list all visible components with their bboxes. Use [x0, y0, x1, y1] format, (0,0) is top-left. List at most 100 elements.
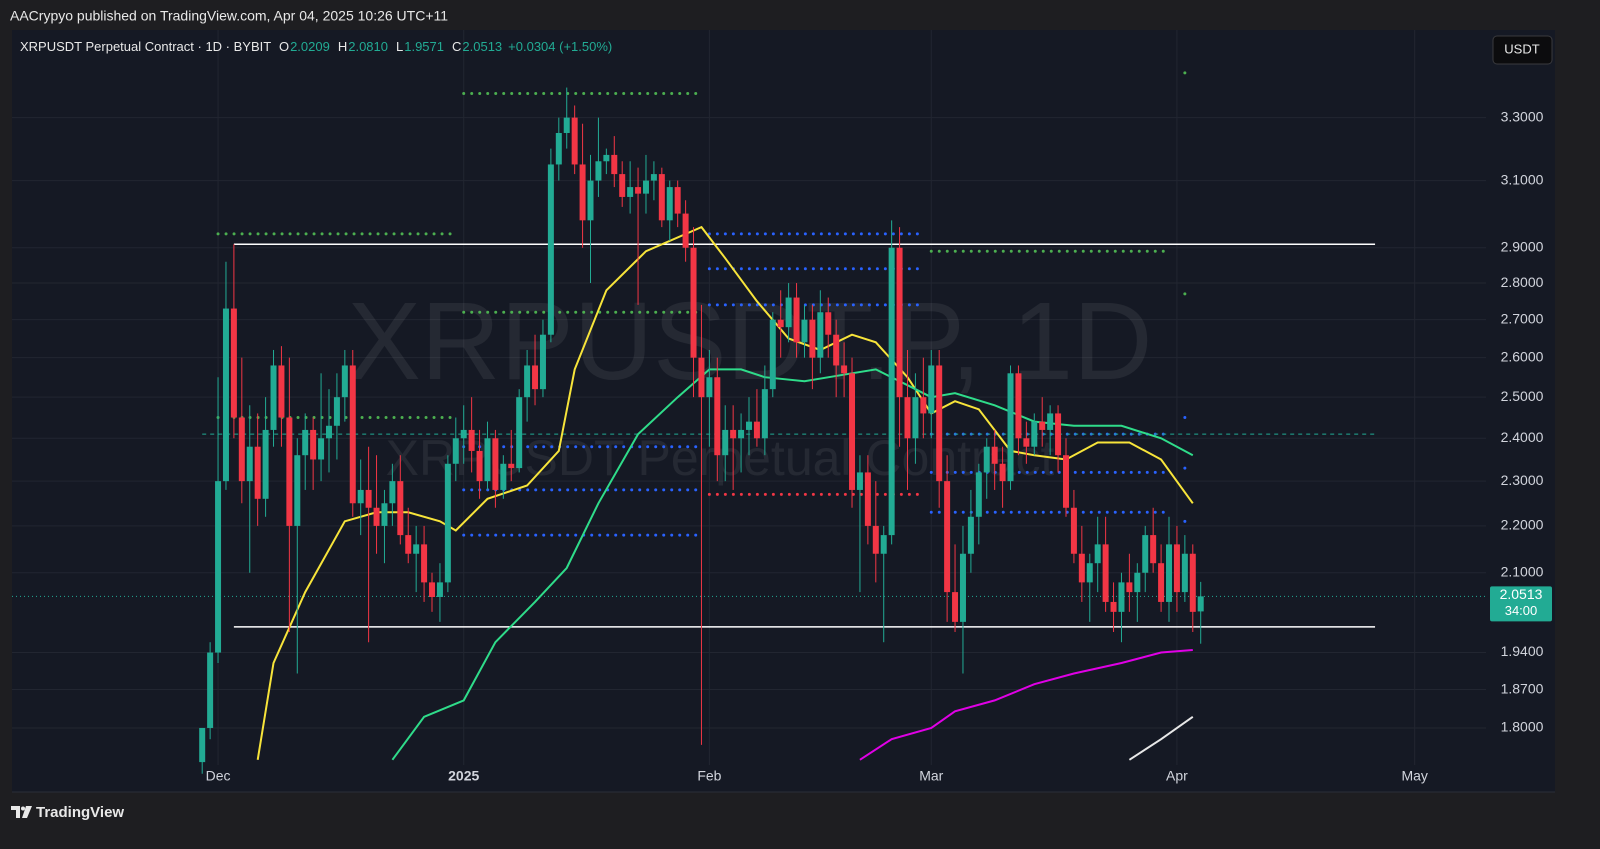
candle-body: [753, 421, 760, 439]
candle-body: [318, 438, 325, 460]
legend-value: 2.0810: [348, 39, 388, 54]
candle-body: [539, 334, 546, 390]
candle-body: [880, 535, 887, 554]
candle-body: [452, 438, 459, 464]
candle-body: [801, 319, 808, 343]
candle-body: [777, 319, 784, 328]
candle-body: [920, 397, 927, 414]
y-tick-label: 2.6000: [1501, 348, 1544, 364]
candle-body: [738, 429, 745, 439]
candle-body: [833, 334, 840, 366]
candle-body: [302, 429, 309, 456]
candle-body: [936, 365, 943, 482]
candle-body: [761, 389, 768, 439]
candle-body: [674, 187, 681, 214]
candle-body: [389, 481, 396, 504]
chart-pane: [12, 30, 1555, 792]
candle-body: [1118, 582, 1125, 612]
candle-body: [365, 489, 372, 508]
candle-body: [230, 308, 237, 418]
x-tick-label: Apr: [1166, 768, 1188, 784]
candle-body: [785, 297, 792, 328]
candle-body: [595, 161, 602, 181]
y-tick-label: 2.3000: [1501, 472, 1544, 488]
candle-body: [357, 489, 364, 504]
candle-body: [421, 544, 428, 583]
y-tick-label: 1.9400: [1501, 643, 1544, 659]
candle-body: [429, 582, 436, 598]
candle-body: [1173, 544, 1180, 593]
candle-body: [222, 308, 229, 482]
candle-body: [928, 365, 935, 414]
axes: 3.3000 3.1000 2.9000 2.8000 2.7000 2.6000 2.50…: [206, 108, 1552, 784]
candle-body: [579, 164, 586, 221]
candle-body: [698, 357, 705, 398]
candle-body: [1015, 373, 1022, 439]
moving-average: [859, 649, 1193, 761]
candle-body: [1039, 421, 1046, 430]
currency-button[interactable]: [1492, 35, 1553, 65]
y-tick-label: 1.8700: [1501, 680, 1544, 696]
candle-body: [856, 472, 863, 490]
candle-body: [864, 472, 871, 526]
candle-body: [967, 516, 974, 554]
candle-body: [1134, 572, 1141, 593]
legend-value: 2.0209: [290, 39, 330, 54]
candle-body: [722, 429, 729, 456]
candle-body: [1110, 601, 1117, 612]
candle-body: [635, 187, 642, 194]
price-tag-countdown: 34:00: [1505, 603, 1538, 618]
brand-name: TradingView: [36, 804, 124, 821]
candle-body: [682, 213, 689, 248]
legend: XRPUSDT Perpetual Contract · 1D · BYBIT O…: [20, 39, 612, 54]
candle-body: [484, 438, 491, 482]
candle-body: [1007, 373, 1014, 482]
currency-label[interactable]: USDT: [1504, 41, 1539, 56]
y-tick-label: 1.8000: [1501, 719, 1544, 735]
candle-body: [1142, 535, 1149, 573]
candle-body: [436, 582, 443, 598]
candle-body: [254, 446, 261, 499]
candle-body: [983, 446, 990, 473]
candle-body: [405, 535, 412, 554]
candle-body: [650, 174, 657, 181]
candle-body: [349, 365, 356, 504]
candle-body: [270, 365, 277, 430]
legend-key: H: [338, 39, 347, 54]
candle-body: [1047, 413, 1054, 430]
candle-body: [706, 377, 713, 398]
candle-body: [1102, 544, 1109, 602]
watermark-symbol: XRPUSDT.P, 1D: [348, 280, 1153, 403]
candle-body: [286, 417, 293, 526]
candle-body: [468, 429, 475, 451]
y-tick-label: 2.4000: [1501, 429, 1544, 445]
candle-body: [793, 297, 800, 343]
candle-body: [959, 553, 966, 622]
candle-body: [1055, 413, 1062, 456]
y-tick-label: 2.1000: [1501, 563, 1544, 579]
candles: [199, 87, 1204, 774]
candle-body: [1126, 582, 1133, 593]
legend-value: 1.9571: [404, 39, 444, 54]
x-tick-label: 2025: [448, 768, 479, 784]
candle-body: [841, 365, 848, 374]
candle-body: [817, 312, 824, 358]
candle-body: [975, 472, 982, 517]
candle-body: [1078, 553, 1085, 583]
candle-body: [896, 247, 903, 398]
candle-body: [730, 429, 737, 439]
legend-key: O: [279, 39, 289, 54]
x-tick-label: Dec: [206, 768, 231, 784]
y-tick-label: 2.5000: [1501, 388, 1544, 404]
candle-body: [642, 180, 649, 194]
brand-logo: [11, 806, 32, 818]
y-tick-label: 2.8000: [1501, 274, 1544, 290]
candle-body: [1094, 544, 1101, 564]
candle-body: [666, 187, 673, 221]
candle-body: [310, 429, 317, 460]
candle-body: [714, 377, 721, 456]
candle-body: [1062, 455, 1069, 508]
price-tag-value: 2.0513: [1500, 586, 1543, 602]
candle-body: [888, 247, 895, 536]
candle-body: [1197, 596, 1204, 612]
